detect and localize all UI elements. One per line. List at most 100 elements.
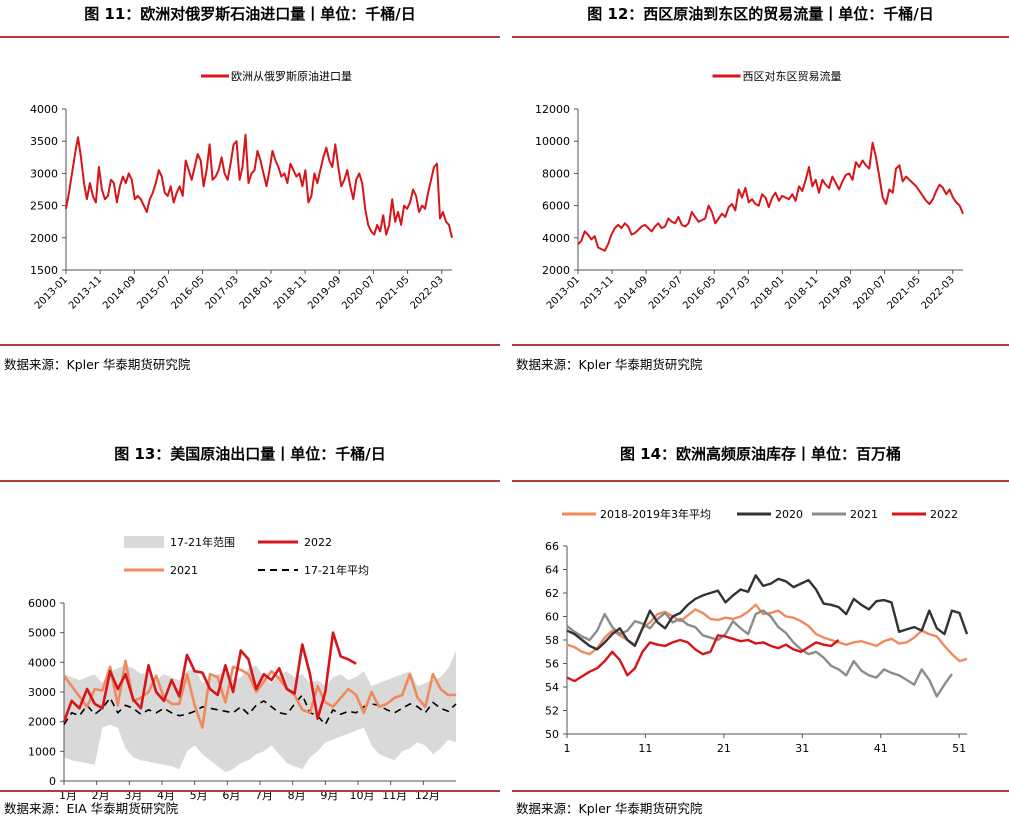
y-tick-label: 6000 (28, 597, 56, 610)
y-tick-label: 2500 (30, 200, 58, 213)
x-tick-label: 2022-03 (409, 274, 446, 311)
chart-source: 数据来源：EIA 华泰期货研究院 (4, 801, 179, 816)
x-tick-label: 2014-09 (613, 274, 650, 311)
x-tick-label: 7月 (255, 789, 273, 802)
x-tick-label: 2016-05 (681, 274, 718, 311)
y-tick-label: 2000 (28, 716, 56, 729)
chart-source: 数据来源：Kpler 华泰期货研究院 (516, 801, 703, 816)
chart-plot-13: 0 1000 2000 3000 4000 5000 6000 1月 2月 3月 4月 5月 6月 7月 8… (28, 535, 457, 802)
x-tick-label: 2020-07 (340, 274, 377, 311)
y-tick-label: 3500 (30, 135, 58, 148)
y-tick-label: 1000 (28, 745, 56, 758)
x-tick-label: 10月 (350, 789, 375, 802)
x-tick-label: 2018-11 (272, 274, 309, 311)
x-tick-label: 12月 (415, 789, 440, 802)
chart-panel-11: 图 11：欧洲对俄罗斯石油进口量丨单位：千桶/日 1500 2000 2500 300… (0, 0, 500, 400)
x-tick-label: 2019-09 (817, 274, 854, 311)
x-tick-label: 2018-11 (783, 274, 820, 311)
x-tick-label: 21 (717, 742, 731, 755)
x-tick-label: 1月 (59, 789, 77, 802)
series-line (62, 659, 456, 729)
y-tick-label: 10000 (535, 135, 570, 148)
x-tick-label: 2016-05 (169, 274, 206, 311)
chart-title: 图 11：欧洲对俄罗斯石油进口量丨单位：千桶/日 (84, 5, 416, 23)
x-tick-label: 1 (564, 742, 571, 755)
x-tick-label: 2013-01 (545, 274, 582, 311)
x-tick-label: 2020-07 (851, 274, 888, 311)
x-tick-label: 2021-05 (885, 274, 922, 311)
y-tick-label: 2000 (542, 264, 570, 277)
legend-label: 西区对东区贸易流量 (743, 69, 842, 83)
chart-title: 图 12：西区原油到东区的贸易流量丨单位：千桶/日 (587, 5, 934, 23)
series-line (65, 133, 453, 239)
x-tick-label: 9月 (320, 789, 338, 802)
y-tick-label: 12000 (535, 103, 570, 116)
y-tick-label: 52 (545, 705, 559, 718)
x-tick-label: 11 (638, 742, 652, 755)
title-rule (512, 36, 1009, 38)
legend-label: 17-21年平均 (304, 563, 369, 577)
y-tick-label: 62 (545, 587, 559, 600)
series-line (577, 141, 964, 252)
x-tick-label: 2019-09 (306, 274, 343, 311)
x-tick-label: 2017-03 (715, 274, 752, 311)
x-tick-label: 2017-03 (204, 274, 241, 311)
x-tick-label: 8月 (288, 789, 306, 802)
chart-source: 数据来源：Kpler 华泰期货研究院 (4, 357, 191, 372)
x-tick-label: 2015-07 (135, 274, 172, 311)
source-rule (0, 344, 500, 346)
y-tick-label: 4000 (542, 232, 570, 245)
y-tick-label: 1500 (30, 264, 58, 277)
series-line (63, 694, 457, 726)
y-tick-label: 4000 (28, 656, 56, 669)
x-tick-label: 2013-01 (33, 274, 70, 311)
x-tick-label: 2013-11 (67, 274, 104, 311)
legend-label: 2021 (170, 564, 198, 577)
chart-source: 数据来源：Kpler 华泰期货研究院 (516, 357, 703, 372)
x-tick-label: 2013-11 (579, 274, 616, 311)
legend-label: 2022 (304, 536, 332, 549)
x-tick-label: 4月 (157, 789, 175, 802)
source-rule (512, 790, 1009, 792)
y-tick-label: 3000 (28, 686, 56, 699)
source-rule (0, 790, 500, 792)
title-rule (512, 480, 1009, 482)
title-rule (0, 36, 500, 38)
y-tick-label: 58 (545, 634, 559, 647)
x-tick-label: 5月 (190, 789, 208, 802)
x-tick-label: 6月 (222, 789, 240, 802)
chart-plot-11: 1500200025003000350040002013-012013-1120… (30, 69, 453, 312)
legend-label: 2022 (930, 508, 958, 521)
y-tick-label: 54 (545, 681, 559, 694)
x-tick-label: 2018-01 (238, 274, 275, 311)
x-tick-label: 51 (952, 742, 966, 755)
legend-swatch (124, 536, 164, 548)
source-rule (512, 344, 1009, 346)
legend-label: 欧洲从俄罗斯原油进口量 (231, 69, 352, 83)
x-tick-label: 11月 (382, 789, 407, 802)
x-tick-label: 2022-03 (920, 274, 957, 311)
y-tick-label: 64 (545, 564, 559, 577)
x-tick-label: 2018-01 (749, 274, 786, 311)
y-tick-label: 8000 (542, 167, 570, 180)
y-tick-label: 50 (545, 728, 559, 741)
range-band (64, 650, 456, 773)
chart-title: 图 13：美国原油出口量丨单位：千桶/日 (114, 445, 386, 463)
y-tick-label: 3000 (30, 167, 58, 180)
y-tick-label: 6000 (542, 200, 570, 213)
x-tick-label: 41 (874, 742, 888, 755)
x-tick-label: 31 (795, 742, 809, 755)
x-tick-label: 2021-05 (374, 274, 411, 311)
y-tick-label: 4000 (30, 103, 58, 116)
legend-label: 17-21年范围 (170, 535, 235, 549)
series-line (566, 634, 840, 683)
legend-label: 2020 (775, 508, 803, 521)
chart-plot-12: 2000 4000 6000 8000 10000 12000 2013-012013-11… (535, 69, 964, 312)
series-line (62, 631, 357, 723)
chart-title: 图 14：欧洲高频原油库存丨单位：百万桶 (619, 445, 902, 463)
y-tick-label: 0 (49, 775, 56, 788)
series-line (566, 609, 953, 698)
x-tick-label: 2月 (92, 789, 110, 802)
x-tick-label: 2014-09 (101, 274, 138, 311)
